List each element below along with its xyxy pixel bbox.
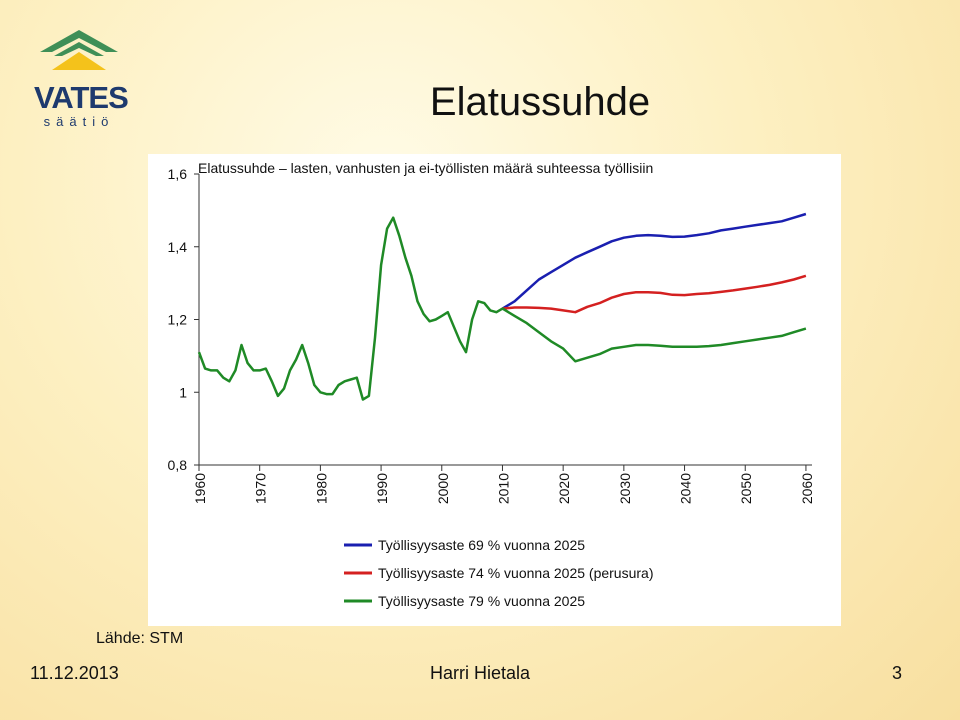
x-tick-label: 1980 xyxy=(313,473,329,504)
y-tick-label: 1,6 xyxy=(168,166,188,182)
y-tick-label: 1,4 xyxy=(168,239,188,255)
y-tick-label: 1,2 xyxy=(168,312,188,328)
x-tick-label: 1970 xyxy=(253,473,269,504)
x-tick-label: 2050 xyxy=(738,473,754,504)
x-tick-label: 1960 xyxy=(192,473,208,504)
x-tick-label: 2010 xyxy=(495,473,511,504)
legend-label-1: Työllisyysaste 69 % vuonna 2025 xyxy=(378,537,585,553)
series-line-3 xyxy=(197,216,807,401)
slide-title: Elatussuhde xyxy=(429,80,651,124)
legend-label-2: Työllisyysaste 74 % vuonna 2025 (perusur… xyxy=(378,565,653,581)
footer-author: Harri Hietala xyxy=(429,663,531,683)
series-line-2 xyxy=(502,274,807,314)
chart: Elatussuhde – lasten, vanhusten ja ei-ty… xyxy=(168,160,815,609)
x-tick-label: 2000 xyxy=(435,473,451,504)
y-tick-label: 1 xyxy=(179,384,187,400)
x-tick-label: 2060 xyxy=(799,473,815,504)
vates-logo: VATES säätiö xyxy=(34,26,129,129)
x-tick-label: 2020 xyxy=(556,473,572,504)
series-line-1 xyxy=(501,212,807,310)
x-tick-label: 1990 xyxy=(374,473,390,504)
logo-subtitle: säätiö xyxy=(43,114,115,129)
logo-wordmark: VATES xyxy=(34,80,129,115)
chart-panel xyxy=(148,154,841,626)
source-note: Lähde: STM xyxy=(96,630,184,647)
logo-mountain-icon xyxy=(40,30,118,70)
footer-page-number: 3 xyxy=(891,663,902,683)
chart-title: Elatussuhde – lasten, vanhusten ja ei-ty… xyxy=(198,160,653,176)
y-tick-label: 0,8 xyxy=(168,457,188,473)
legend-label-3: Työllisyysaste 79 % vuonna 2025 xyxy=(378,593,585,609)
footer-date: 11.12.2013 xyxy=(30,663,119,683)
x-tick-label: 2030 xyxy=(617,473,633,504)
x-tick-label: 2040 xyxy=(678,473,694,504)
